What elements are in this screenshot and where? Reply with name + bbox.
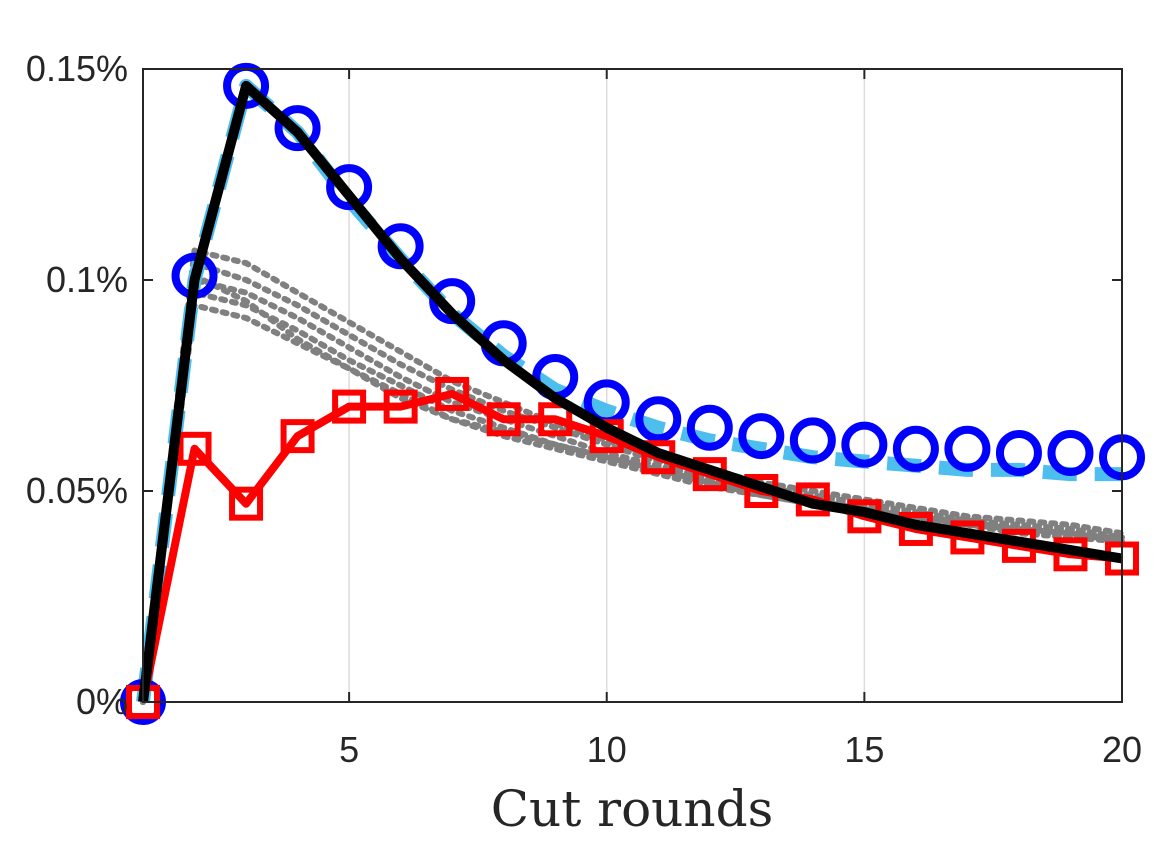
circle-marker [686,404,733,451]
y-tick-label: 0.05% [26,470,128,511]
circle-marker [274,105,321,152]
x-tick-label: 20 [1102,729,1142,770]
square-marker [280,419,315,454]
y-tick-label: 0% [76,681,128,722]
y-tick-label: 0.15% [26,48,128,89]
square-marker [332,389,367,424]
series-5 [140,272,1125,705]
tick-marks [143,68,1123,703]
y-tick-labels: 0% 0.05% 0.1% 0.15% [26,48,128,722]
series-line-solid [138,80,1123,703]
circle-marker [995,430,1042,477]
plot-background [143,69,1122,702]
x-axis-label: Cut rounds [491,780,774,838]
plot-frame [142,68,1123,703]
x-tick-labels: 5 10 15 20 [339,729,1142,770]
circle-marker [1047,430,1094,477]
square-marker [538,402,573,437]
circle-marker [789,417,836,464]
circle-marker [892,425,939,472]
circle-marker [738,413,785,460]
series-9 [138,80,1123,703]
circle-marker [841,421,888,468]
x-tick-label: 5 [339,729,359,770]
circle-marker [944,425,991,472]
circle-marker [326,164,373,211]
y-tick-label: 0.1% [46,259,128,300]
series-layer [120,62,1145,725]
square-marker [435,376,470,411]
circle-marker [635,396,682,443]
x-tick-label: 15 [844,729,884,770]
square-marker [229,486,264,521]
square-marker [383,389,418,424]
series-line-dotted [140,272,1125,705]
square-marker [486,402,521,437]
x-tick-label: 10 [587,729,627,770]
square-marker [177,431,212,466]
